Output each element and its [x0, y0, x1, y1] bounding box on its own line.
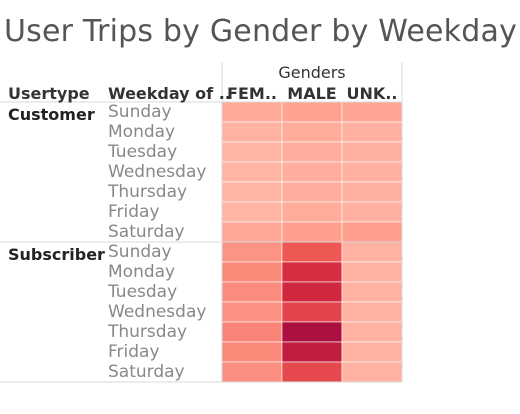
- heatmap-cell: [221, 121, 283, 143]
- heatmap-cell: [281, 181, 343, 203]
- heatmap-cell: [281, 121, 343, 143]
- weekday-label: Wednesday: [108, 162, 207, 182]
- weekday-label: Tuesday: [108, 142, 178, 162]
- weekday-label: Wednesday: [108, 302, 207, 322]
- heatmap-cell: [221, 261, 283, 283]
- weekday-label: Friday: [108, 342, 160, 362]
- weekday-label: Thursday: [108, 322, 188, 342]
- weekday-label: Saturday: [108, 362, 185, 382]
- heatmap-cell: [281, 141, 343, 163]
- column-header-unknown: UNK..: [346, 84, 398, 103]
- heatmap-cell: [281, 241, 343, 263]
- heatmap-cell: [281, 341, 343, 363]
- heatmap-cell: [281, 301, 343, 323]
- weekday-label: Saturday: [108, 222, 185, 242]
- column-group-label: Genders: [278, 63, 346, 82]
- heatmap-cell: [341, 161, 403, 183]
- heatmap-cell: [341, 361, 403, 383]
- heatmap-cell: [281, 361, 343, 383]
- usertype-label: Customer: [8, 105, 95, 124]
- heatmap-cell: [341, 121, 403, 143]
- heatmap-cell: [221, 161, 283, 183]
- heatmap-cell: [221, 201, 283, 223]
- column-header-female: FEM..: [227, 84, 277, 103]
- chart-title: User Trips by Gender by Weekday: [4, 14, 518, 49]
- heatmap-cell: [221, 361, 283, 383]
- usertype-header: Usertype: [8, 84, 90, 103]
- usertype-label: Subscriber: [8, 245, 105, 264]
- heatmap-cell: [281, 101, 343, 123]
- heatmap-cell: [221, 221, 283, 243]
- weekday-label: Sunday: [108, 102, 172, 122]
- heatmap-cell: [341, 141, 403, 163]
- heatmap-cell: [221, 281, 283, 303]
- weekday-label: Friday: [108, 202, 160, 222]
- heatmap-cell: [221, 321, 283, 343]
- heatmap-cell: [341, 181, 403, 203]
- heatmap-cell: [341, 281, 403, 303]
- heatmap-cell: [221, 101, 283, 123]
- heatmap-cell: [281, 261, 343, 283]
- heatmap-cell: [221, 141, 283, 163]
- heatmap-cell: [281, 321, 343, 343]
- heatmap-cell: [341, 241, 403, 263]
- heatmap-cell: [281, 201, 343, 223]
- heatmap-cell: [281, 221, 343, 243]
- heatmap-cell: [341, 221, 403, 243]
- column-header-male: MALE: [287, 84, 337, 103]
- weekday-label: Tuesday: [108, 282, 178, 302]
- heatmap-cell: [281, 161, 343, 183]
- heatmap-cell: [221, 301, 283, 323]
- heatmap-cell: [341, 261, 403, 283]
- heatmap-cell: [341, 341, 403, 363]
- heatmap-cell: [341, 321, 403, 343]
- weekday-header: Weekday of ..: [108, 84, 231, 103]
- heatmap-cell: [281, 281, 343, 303]
- heatmap-cell: [341, 201, 403, 223]
- heatmap-cell: [341, 101, 403, 123]
- heatmap-cell: [221, 241, 283, 263]
- heatmap-cell: [221, 341, 283, 363]
- weekday-label: Monday: [108, 262, 176, 282]
- heatmap-cell: [221, 181, 283, 203]
- weekday-label: Thursday: [108, 182, 188, 202]
- heatmap-cell: [341, 301, 403, 323]
- weekday-label: Monday: [108, 122, 176, 142]
- weekday-label: Sunday: [108, 242, 172, 262]
